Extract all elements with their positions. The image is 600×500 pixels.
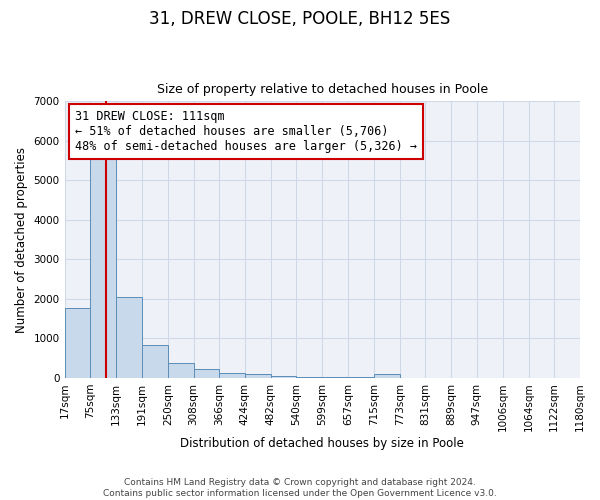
Bar	[271, 376, 296, 378]
Bar	[65, 308, 90, 378]
Text: Contains HM Land Registry data © Crown copyright and database right 2024.
Contai: Contains HM Land Registry data © Crown c…	[103, 478, 497, 498]
Bar	[168, 363, 194, 378]
Bar	[322, 377, 348, 378]
Text: 31, DREW CLOSE, POOLE, BH12 5ES: 31, DREW CLOSE, POOLE, BH12 5ES	[149, 10, 451, 28]
Bar	[116, 298, 142, 378]
Text: 31 DREW CLOSE: 111sqm
← 51% of detached houses are smaller (5,706)
48% of semi-d: 31 DREW CLOSE: 111sqm ← 51% of detached …	[75, 110, 417, 152]
Bar	[90, 150, 116, 378]
Bar	[374, 374, 400, 378]
Bar	[219, 374, 245, 378]
Y-axis label: Number of detached properties: Number of detached properties	[15, 146, 28, 332]
X-axis label: Distribution of detached houses by size in Poole: Distribution of detached houses by size …	[181, 437, 464, 450]
Title: Size of property relative to detached houses in Poole: Size of property relative to detached ho…	[157, 83, 488, 96]
Bar	[194, 370, 219, 378]
Bar	[245, 374, 271, 378]
Bar	[142, 346, 168, 378]
Bar	[296, 376, 322, 378]
